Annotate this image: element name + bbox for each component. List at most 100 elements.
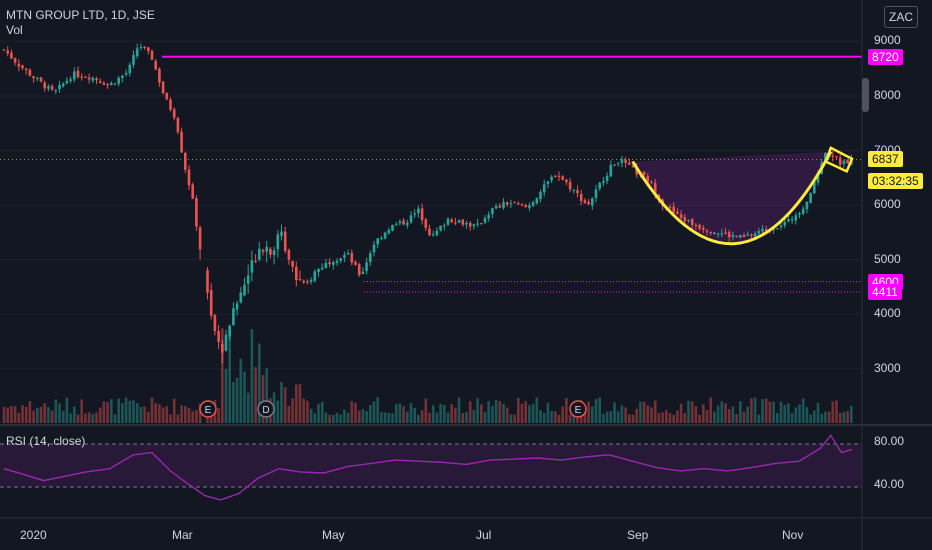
candle-body xyxy=(517,203,520,205)
volume-bar xyxy=(842,411,846,423)
volume-bar xyxy=(720,401,724,423)
price-scale-scroll-thumb[interactable] xyxy=(862,78,869,112)
symbol-title[interactable]: MTN GROUP LTD, 1D, JSE xyxy=(6,8,155,22)
candle-body xyxy=(831,155,835,157)
candle-body xyxy=(613,164,616,166)
volume-bar xyxy=(335,412,339,423)
event-marker-circle[interactable] xyxy=(257,400,275,418)
handle-flag[interactable] xyxy=(824,146,854,174)
volume-bar xyxy=(764,398,768,423)
volume-bar xyxy=(687,400,690,423)
volume-bar xyxy=(198,403,202,423)
event-marker[interactable]: D xyxy=(257,400,275,418)
volume-bar xyxy=(110,399,113,423)
volume-bar xyxy=(365,411,368,423)
volume-bar xyxy=(187,408,191,423)
event-marker[interactable]: E xyxy=(569,400,587,418)
volume-bar xyxy=(206,412,209,423)
volume-bar xyxy=(502,403,505,423)
event-marker-circle[interactable] xyxy=(569,400,587,418)
volume-bar xyxy=(406,411,409,423)
candle-body xyxy=(61,83,65,87)
candle-body xyxy=(753,233,757,237)
volume-bar xyxy=(346,412,350,423)
volume-bar xyxy=(287,405,291,423)
pattern-drawings[interactable] xyxy=(631,146,854,246)
price-tick-label: 6000 xyxy=(874,197,901,212)
time-tick-label: Mar xyxy=(172,528,193,542)
candle-body xyxy=(76,70,80,78)
candle-body xyxy=(465,222,468,225)
candle-body xyxy=(102,82,106,85)
volume-bar xyxy=(457,397,461,423)
volume-bar xyxy=(628,414,631,423)
cup-curve[interactable] xyxy=(631,150,833,246)
volume-bar xyxy=(402,406,405,423)
volume-bar xyxy=(50,410,54,423)
volume-bar xyxy=(2,407,6,423)
volume-bar xyxy=(28,401,32,423)
volume-bar xyxy=(372,401,376,423)
candle-body xyxy=(24,68,28,70)
candle-body xyxy=(191,184,194,199)
candle-body xyxy=(450,219,453,222)
event-marker[interactable]: E xyxy=(199,400,217,418)
candle-body xyxy=(324,262,328,269)
candle-body xyxy=(801,208,805,214)
candle-body xyxy=(406,222,409,226)
volume-bar xyxy=(239,358,243,423)
candle-body xyxy=(779,225,783,228)
volume-bar xyxy=(613,402,616,423)
volume-bar xyxy=(76,414,80,423)
volume-bar xyxy=(246,392,250,423)
price-tick-label: 3000 xyxy=(874,361,901,375)
volume-bar xyxy=(561,406,564,423)
volume-bar xyxy=(154,403,157,423)
candle-body xyxy=(209,290,213,316)
volume-bar xyxy=(309,408,313,423)
volume-bar xyxy=(546,402,550,423)
price-tick-label: 8000 xyxy=(874,88,901,102)
candle-body xyxy=(135,48,139,57)
event-marker-label: E xyxy=(575,405,582,416)
candle-body xyxy=(213,315,217,332)
candle-body xyxy=(132,55,135,65)
volume-bar xyxy=(465,411,468,423)
candle-body xyxy=(546,181,550,184)
candle-body xyxy=(39,77,43,82)
candle-body xyxy=(10,52,13,59)
candle-body xyxy=(298,278,302,281)
candle-body xyxy=(172,109,176,118)
volume-bar xyxy=(54,399,58,423)
volume-bar xyxy=(772,401,775,423)
candle-body xyxy=(420,208,424,221)
volume-bar xyxy=(631,414,635,423)
candle-body xyxy=(143,46,146,48)
volume-bar xyxy=(324,412,328,423)
event-marker-circle[interactable] xyxy=(199,400,217,418)
volume-bar xyxy=(143,406,146,423)
candle-body xyxy=(87,77,91,80)
volume-bar xyxy=(69,413,72,423)
candle-body xyxy=(306,281,309,283)
volume-bar xyxy=(468,401,472,423)
volume-bar xyxy=(24,406,28,423)
rsi-legend[interactable]: RSI (14, close) xyxy=(6,434,86,448)
volume-bar xyxy=(261,375,265,423)
currency-button[interactable]: ZAC xyxy=(884,6,918,28)
candle-body xyxy=(246,275,250,284)
time-tick-label: 2020 xyxy=(20,528,47,542)
candle-body xyxy=(668,206,672,208)
volume-bar xyxy=(32,410,35,423)
volume-bar xyxy=(98,407,102,423)
volume-bar xyxy=(302,398,305,423)
volume-legend[interactable]: Vol xyxy=(6,23,23,37)
candle-body xyxy=(424,219,428,228)
volume-bar xyxy=(635,408,638,423)
volume-bar xyxy=(428,412,431,423)
volume-bar xyxy=(65,397,69,423)
candle-body xyxy=(320,267,324,270)
candle-body xyxy=(457,220,461,223)
